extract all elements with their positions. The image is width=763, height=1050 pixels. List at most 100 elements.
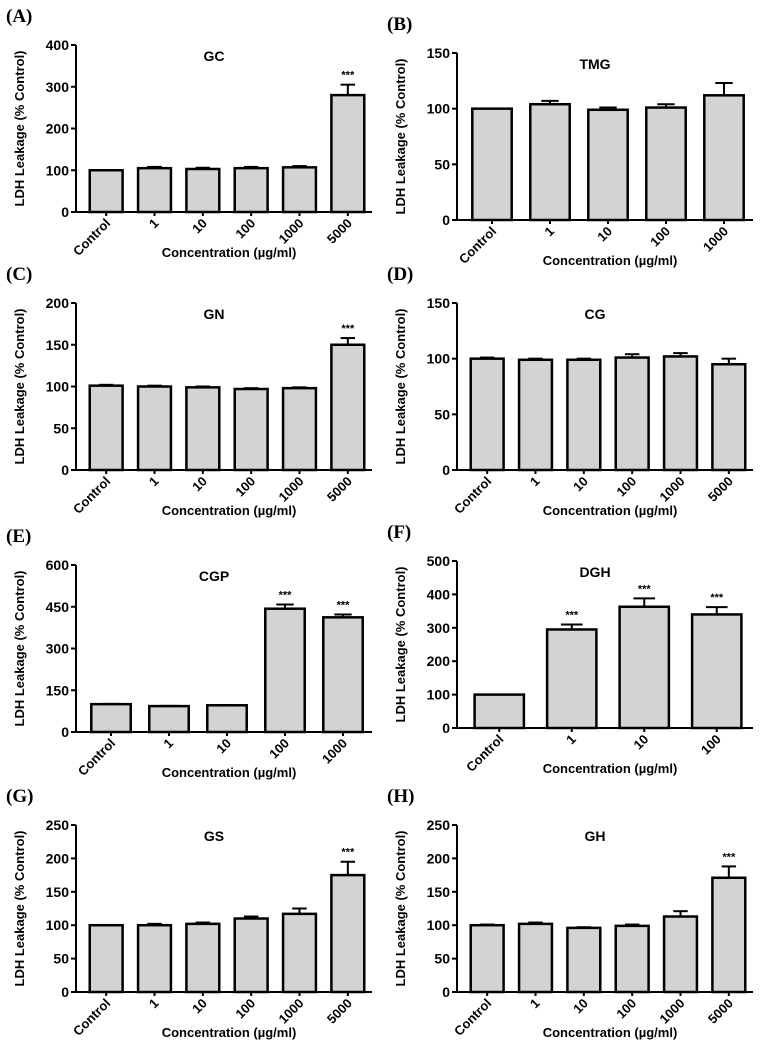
significance-marker: *** bbox=[279, 590, 293, 602]
x-tick-label: 10 bbox=[189, 216, 210, 237]
x-tick-label: 100 bbox=[232, 216, 258, 242]
chart-title: CGP bbox=[199, 568, 229, 584]
x-tick-label: 1 bbox=[541, 224, 557, 240]
x-tick-label: 5000 bbox=[705, 996, 736, 1027]
chart-panel-gn: (C) GN LDH Leakage (% Control) Concentratio… bbox=[0, 258, 381, 520]
x-tick-label: 1 bbox=[146, 216, 162, 232]
bar-1000 bbox=[322, 616, 364, 734]
bar-1 bbox=[545, 628, 598, 730]
y-tick-label: 150 bbox=[427, 884, 451, 900]
bar-10 bbox=[618, 605, 671, 730]
y-tick-label: 0 bbox=[442, 720, 450, 736]
bar-control bbox=[88, 384, 124, 472]
significance-marker: *** bbox=[722, 851, 736, 863]
bar-100 bbox=[233, 917, 269, 994]
x-tick-label: 10 bbox=[594, 224, 615, 245]
x-tick-label: 100 bbox=[698, 732, 724, 758]
chart-panel-dgh: (F) DGH LDH Leakage (% Control) Concentrati… bbox=[381, 516, 762, 778]
x-tick-label: 1 bbox=[146, 474, 162, 490]
x-tick-label: 10 bbox=[189, 996, 210, 1017]
panel-label: (A) bbox=[6, 6, 32, 27]
y-tick-label: 100 bbox=[46, 162, 70, 178]
y-tick-label: 400 bbox=[427, 586, 451, 602]
x-tick-label: 1000 bbox=[319, 736, 350, 767]
bar-10 bbox=[566, 358, 602, 472]
chart-panel-gc: (A) GC LDH Leakage (% Control) Concentratio… bbox=[0, 0, 381, 262]
y-tick-label: 100 bbox=[427, 917, 451, 933]
bar-5000 bbox=[711, 362, 747, 472]
x-tick-label: Control bbox=[70, 996, 113, 1039]
x-tick-label: 5000 bbox=[324, 474, 355, 505]
x-axis-label: Concentration (µg/ml) bbox=[162, 1025, 297, 1040]
x-tick-label: 1 bbox=[563, 732, 579, 748]
x-axis-label: Concentration (µg/ml) bbox=[543, 761, 678, 776]
bar-1000 bbox=[281, 386, 318, 472]
x-axis-label: Concentration (µg/ml) bbox=[162, 503, 297, 518]
chart-svg: (G) GS LDH Leakage (% Control) Concentratio… bbox=[6, 786, 372, 1040]
chart-svg: (A) GC LDH Leakage (% Control) Concentratio… bbox=[6, 6, 372, 260]
y-tick-label: 0 bbox=[61, 984, 69, 1000]
bar-1000 bbox=[281, 912, 318, 994]
x-tick-label: 1000 bbox=[276, 216, 307, 247]
y-tick-label: 150 bbox=[46, 884, 70, 900]
panel-label: (C) bbox=[6, 264, 32, 285]
chart-title: GN bbox=[204, 306, 225, 322]
chart-title: GH bbox=[585, 828, 606, 844]
bar-control bbox=[88, 923, 124, 994]
bar-10 bbox=[185, 386, 221, 472]
bar-1000 bbox=[281, 166, 318, 214]
y-tick-label: 50 bbox=[53, 951, 69, 967]
bar-1 bbox=[517, 358, 554, 472]
y-tick-label: 50 bbox=[53, 420, 69, 436]
significance-marker: *** bbox=[341, 323, 355, 335]
x-axis-label: Concentration (µg/ml) bbox=[162, 765, 297, 780]
chart-panel-cgp: (E) CGP LDH Leakage (% Control) Concentrati… bbox=[0, 520, 381, 782]
x-tick-label: 5000 bbox=[324, 216, 355, 247]
bar-100 bbox=[690, 613, 743, 730]
bar-10 bbox=[185, 167, 221, 214]
bar-100 bbox=[614, 356, 650, 472]
y-tick-label: 0 bbox=[61, 462, 69, 478]
x-tick-label: 1 bbox=[160, 736, 176, 752]
chart-panel-tmg: (B) TMG LDH Leakage (% Control) Concentrati… bbox=[381, 8, 762, 270]
x-tick-label: 10 bbox=[570, 996, 591, 1017]
bar-100 bbox=[264, 607, 306, 734]
bar-control bbox=[88, 169, 124, 214]
x-tick-label: Control bbox=[75, 736, 118, 779]
y-axis-label: LDH Leakage (% Control) bbox=[12, 50, 27, 206]
y-tick-label: 150 bbox=[427, 45, 451, 61]
chart-title: TMG bbox=[579, 56, 610, 72]
chart-panel-gh: (H) GH LDH Leakage (% Control) Concentratio… bbox=[381, 780, 762, 1042]
y-tick-label: 450 bbox=[46, 599, 70, 615]
chart-title: DGH bbox=[579, 564, 610, 580]
bar-control bbox=[471, 107, 513, 222]
bar-1000 bbox=[662, 915, 699, 994]
y-tick-label: 0 bbox=[442, 984, 450, 1000]
bar-10 bbox=[206, 704, 248, 734]
y-tick-label: 100 bbox=[427, 687, 451, 703]
y-tick-label: 200 bbox=[427, 653, 451, 669]
y-tick-label: 100 bbox=[427, 101, 451, 117]
y-tick-label: 50 bbox=[434, 406, 450, 422]
bar-1 bbox=[136, 385, 173, 472]
significance-marker: *** bbox=[565, 609, 579, 621]
x-axis-label: Concentration (µg/ml) bbox=[162, 245, 297, 260]
bar-control bbox=[473, 693, 526, 730]
x-tick-label: 100 bbox=[266, 736, 292, 762]
y-tick-label: 100 bbox=[46, 379, 70, 395]
y-tick-label: 50 bbox=[434, 951, 450, 967]
x-tick-label: Control bbox=[70, 474, 113, 517]
bar-1000 bbox=[662, 355, 699, 472]
significance-marker: *** bbox=[638, 583, 652, 595]
x-tick-label: 1000 bbox=[657, 474, 688, 505]
x-tick-label: 5000 bbox=[705, 474, 736, 505]
chart-svg: (D) CG LDH Leakage (% Control) Concentratio… bbox=[387, 264, 753, 518]
x-tick-label: 1 bbox=[146, 996, 162, 1012]
bar-5000 bbox=[330, 343, 366, 472]
panel-label: (B) bbox=[387, 14, 412, 35]
panel-label: (F) bbox=[387, 522, 411, 543]
bar-100 bbox=[614, 924, 650, 994]
x-tick-label: 10 bbox=[213, 736, 234, 757]
chart-panel-gs: (G) GS LDH Leakage (% Control) Concentratio… bbox=[0, 780, 381, 1042]
